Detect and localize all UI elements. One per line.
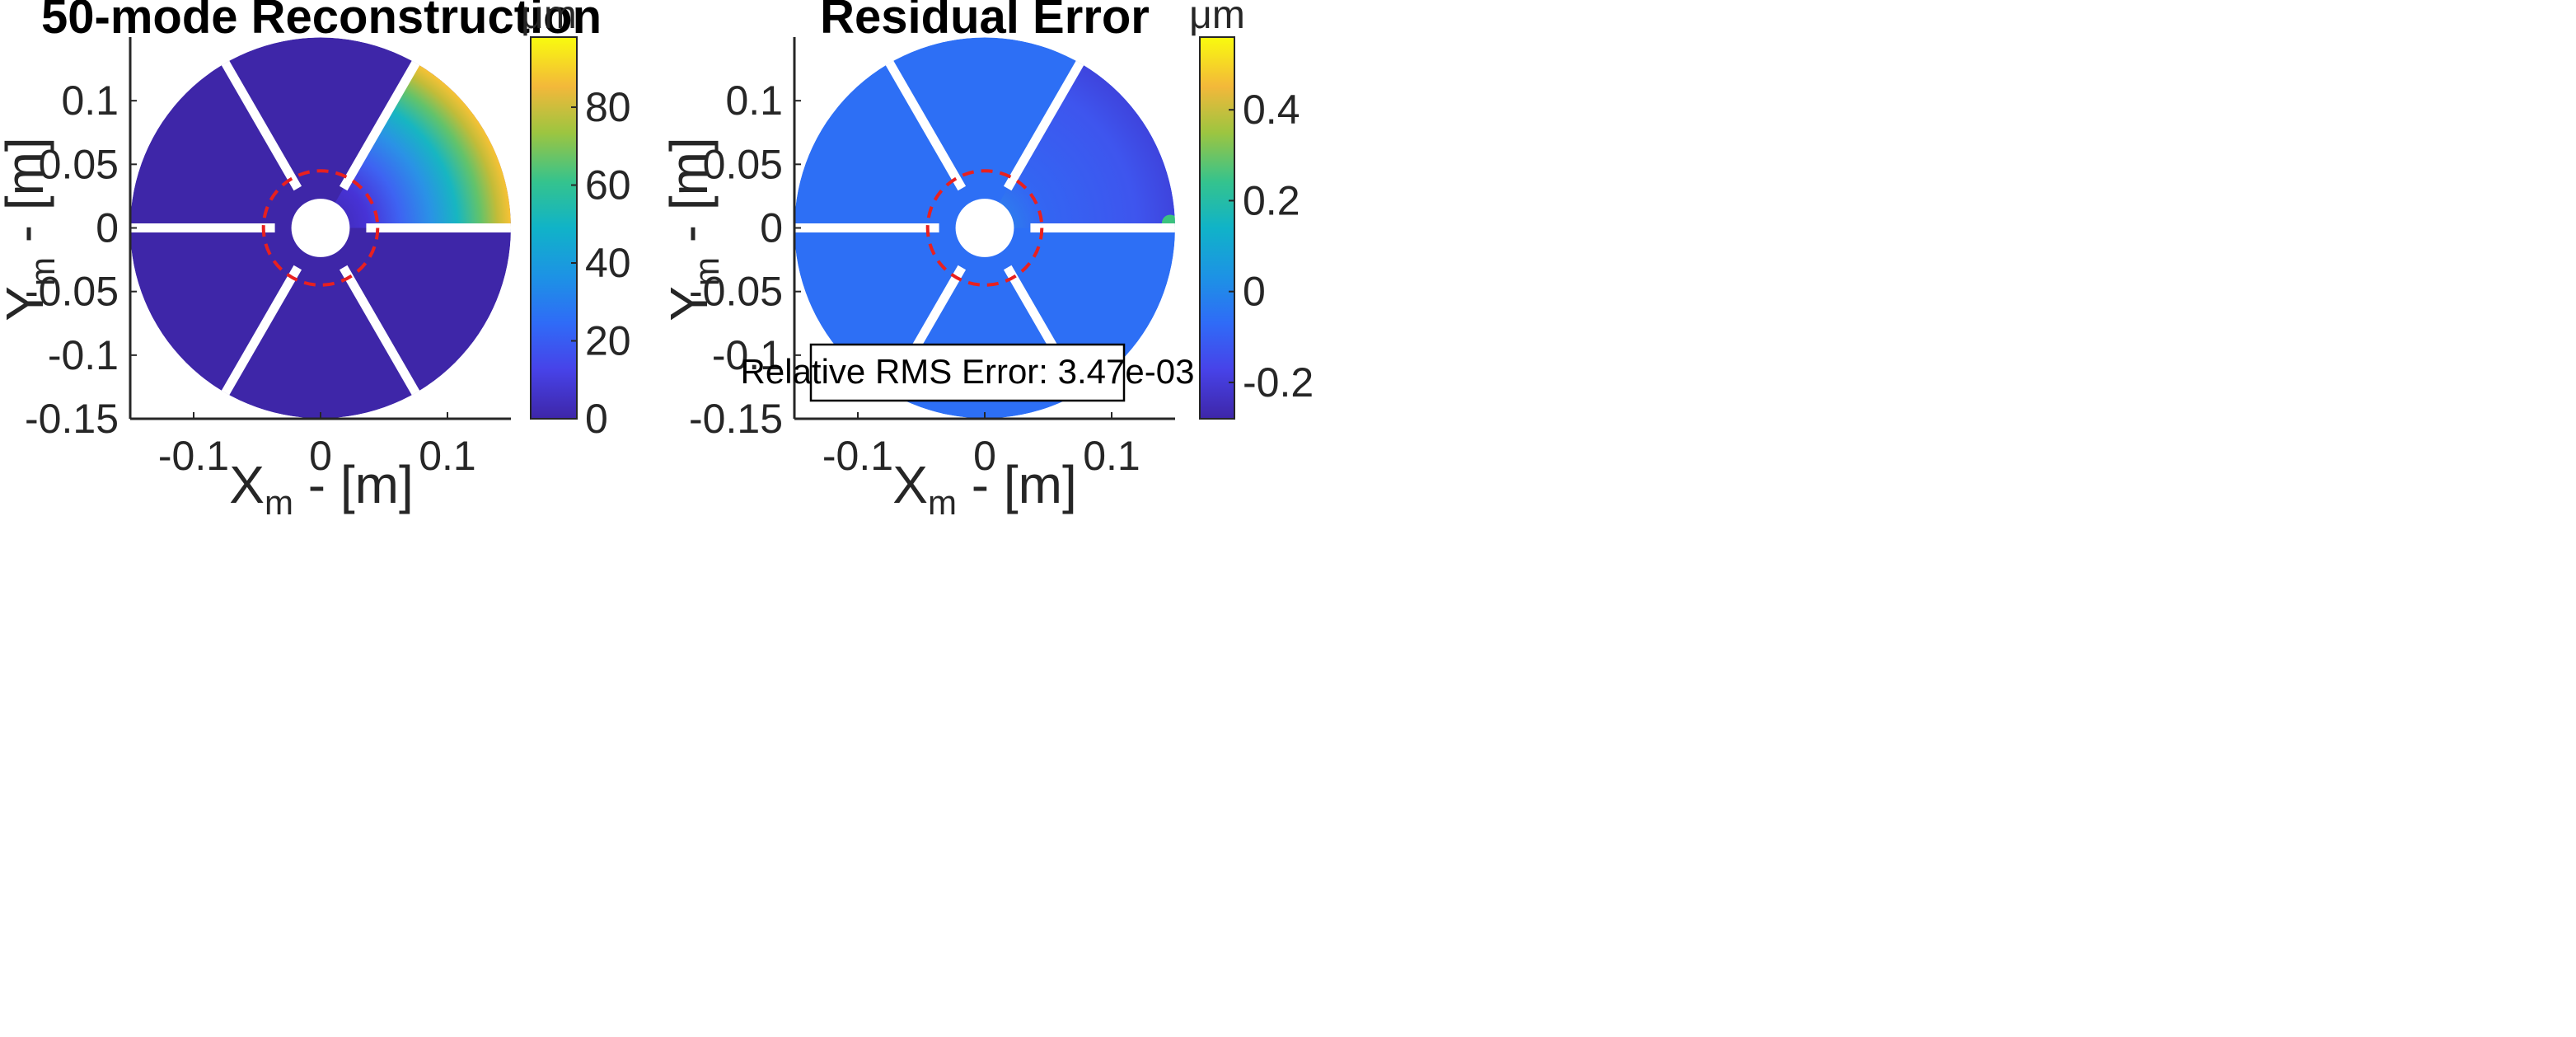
colorbar-unit: μm: [521, 0, 577, 37]
colorbar-tick-label: 0.2: [1243, 177, 1300, 223]
y-tick-label: 0.05: [703, 141, 783, 187]
x-axis-label: Xm - [m]: [229, 455, 413, 522]
colorbar-tick-label: -0.2: [1243, 359, 1314, 406]
colorbar-tick-label: 20: [585, 318, 631, 364]
colorbar-ticks: 80 60 40 20 0: [571, 84, 631, 442]
spoke-gap: [339, 265, 424, 402]
colorbar-unit: μm: [1189, 0, 1245, 37]
inner-ring-dashed: [261, 169, 380, 287]
colorbar-tick-label: 0.4: [1243, 87, 1300, 133]
x-tick-label: -0.1: [158, 433, 229, 479]
x-tick-label: 0: [973, 433, 996, 479]
y-tick-label: -0.15: [25, 396, 119, 442]
y-tick-label: -0.1: [712, 332, 783, 378]
colorbar: [530, 36, 578, 420]
colorbar: [1199, 36, 1235, 420]
y-tick-label: -0.05: [689, 269, 783, 315]
spoke-gap: [339, 54, 424, 191]
x-tick-label: -0.1: [822, 433, 893, 479]
x-ticks: -0.1 0 0.1: [822, 412, 1140, 479]
colorbar-tick-label: 60: [585, 162, 631, 209]
relative-rms-error-label: Relative RMS Error: 3.47e-03: [741, 352, 1195, 391]
chart-title: 50-mode Reconstruction: [41, 0, 602, 44]
y-tick-label: 0: [96, 205, 119, 251]
inner-ring-dashed: [925, 169, 1044, 287]
plot-area: [794, 37, 1175, 419]
x-tick-label: 0.1: [419, 433, 476, 479]
central-obscuration: [955, 199, 1014, 257]
y-tick-label: 0.1: [61, 77, 119, 124]
y-tick-label: -0.15: [689, 396, 783, 442]
y-tick-label: -0.05: [25, 269, 119, 315]
y-ticks: 0.1 0.05 0 -0.05 -0.1 -0.15: [25, 77, 137, 442]
chart-title: Residual Error: [820, 0, 1150, 44]
y-tick-label: 0.05: [39, 141, 119, 187]
colorbar-tick-label: 0: [585, 396, 608, 442]
spoke-gap: [217, 265, 302, 402]
spoke-gap: [1003, 54, 1089, 191]
spoke-gap: [217, 54, 302, 191]
annotation-box: [809, 343, 1126, 402]
y-tick-label: 0.1: [725, 77, 783, 124]
colorbar-tick-label: 0: [1243, 269, 1266, 315]
colorbar-ticks: 0.4 0.2 0 -0.2: [1229, 87, 1314, 406]
reconstruction-panel: 50-mode Reconstruction 0.1 0.05 0 -0.05 -0.1…: [0, 0, 631, 522]
upper-right-segment: [321, 63, 511, 228]
upper-right-segment: [985, 63, 1175, 228]
x-tick-label: 0: [309, 433, 332, 479]
x-tick-label: 0.1: [1083, 433, 1140, 479]
y-tick-label: 0: [760, 205, 783, 251]
x-axis-label: Xm - [m]: [892, 455, 1076, 522]
x-ticks: -0.1 0 0.1: [158, 412, 476, 479]
y-axis-label: Ym - [m]: [659, 137, 726, 321]
central-obscuration: [291, 199, 350, 257]
spoke-gap: [881, 54, 967, 191]
plot-area: [130, 37, 511, 419]
colorbar-tick-label: 40: [585, 240, 631, 286]
y-ticks: 0.1 0.05 0 -0.05 -0.1 -0.15: [689, 77, 801, 442]
colorbar-tick-label: 80: [585, 84, 631, 130]
y-tick-label: -0.1: [48, 332, 119, 378]
residual-panel: Residual Error 0.1 0.05 0 -0.05 -0.1 -0.15 -0…: [659, 0, 1314, 522]
y-axis-label: Ym - [m]: [0, 137, 62, 321]
